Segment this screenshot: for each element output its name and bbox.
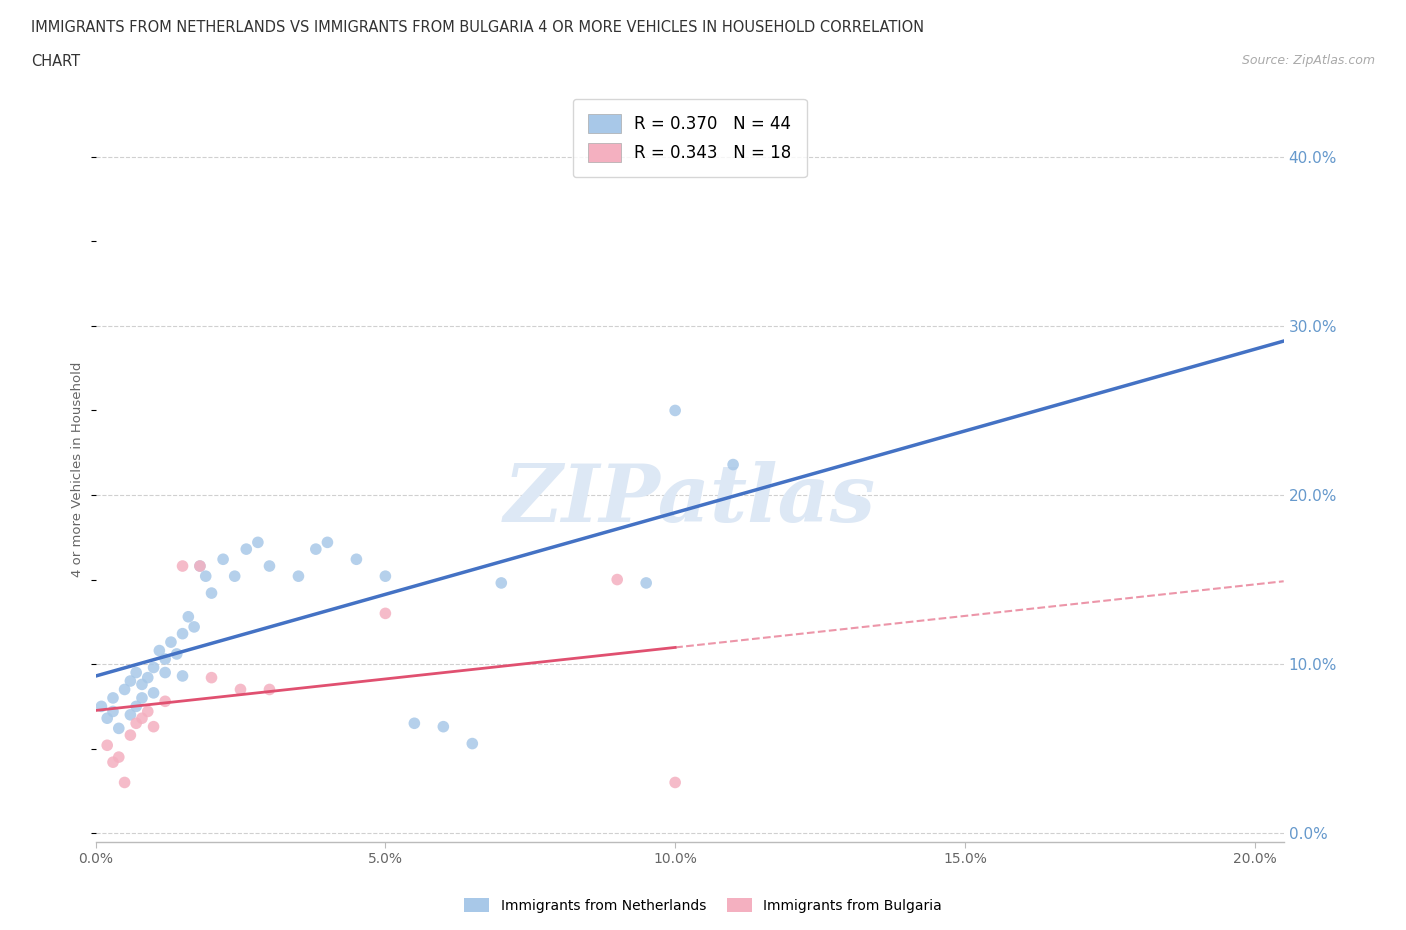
Point bbox=[664, 403, 686, 418]
Point bbox=[188, 559, 211, 574]
Point bbox=[664, 775, 686, 790]
Point bbox=[125, 699, 148, 714]
Point bbox=[107, 721, 129, 736]
Point bbox=[235, 541, 257, 556]
Point bbox=[153, 665, 176, 680]
Point bbox=[101, 704, 124, 719]
Point bbox=[153, 652, 176, 667]
Point bbox=[636, 576, 658, 591]
Point bbox=[374, 606, 396, 621]
Point bbox=[194, 569, 217, 584]
Point bbox=[101, 755, 124, 770]
Point bbox=[125, 665, 148, 680]
Point bbox=[183, 619, 205, 634]
Point bbox=[90, 699, 112, 714]
Point bbox=[136, 704, 159, 719]
Point bbox=[461, 737, 484, 751]
Point bbox=[316, 535, 339, 550]
Point bbox=[136, 671, 159, 685]
Y-axis label: 4 or more Vehicles in Household: 4 or more Vehicles in Household bbox=[70, 362, 84, 578]
Point bbox=[153, 694, 176, 709]
Point bbox=[142, 685, 165, 700]
Point bbox=[172, 626, 194, 641]
Point bbox=[259, 559, 281, 574]
Legend: R = 0.370   N = 44, R = 0.343   N = 18: R = 0.370 N = 44, R = 0.343 N = 18 bbox=[572, 99, 807, 177]
Point bbox=[177, 609, 200, 624]
Point bbox=[120, 708, 142, 723]
Point bbox=[107, 750, 129, 764]
Text: CHART: CHART bbox=[31, 54, 80, 69]
Point bbox=[131, 677, 153, 692]
Point bbox=[166, 646, 188, 661]
Point bbox=[212, 551, 235, 566]
Point bbox=[120, 673, 142, 688]
Point bbox=[101, 690, 124, 705]
Point bbox=[200, 671, 222, 685]
Point bbox=[287, 569, 309, 584]
Text: ZIPatlas: ZIPatlas bbox=[503, 460, 876, 538]
Legend: Immigrants from Netherlands, Immigrants from Bulgaria: Immigrants from Netherlands, Immigrants … bbox=[458, 893, 948, 919]
Point bbox=[131, 711, 153, 725]
Point bbox=[120, 727, 142, 742]
Point bbox=[172, 559, 194, 574]
Point bbox=[721, 458, 744, 472]
Point bbox=[160, 634, 183, 649]
Point bbox=[200, 586, 222, 601]
Point bbox=[172, 669, 194, 684]
Point bbox=[344, 551, 367, 566]
Text: IMMIGRANTS FROM NETHERLANDS VS IMMIGRANTS FROM BULGARIA 4 OR MORE VEHICLES IN HO: IMMIGRANTS FROM NETHERLANDS VS IMMIGRANT… bbox=[31, 20, 924, 35]
Point bbox=[246, 535, 269, 550]
Point bbox=[404, 716, 426, 731]
Point bbox=[606, 572, 628, 587]
Point bbox=[96, 711, 118, 725]
Point bbox=[96, 737, 118, 752]
Point bbox=[259, 682, 281, 697]
Point bbox=[142, 660, 165, 675]
Text: Source: ZipAtlas.com: Source: ZipAtlas.com bbox=[1241, 54, 1375, 67]
Point bbox=[305, 541, 328, 556]
Point bbox=[148, 644, 170, 658]
Point bbox=[114, 775, 136, 790]
Point bbox=[125, 716, 148, 731]
Point bbox=[224, 569, 246, 584]
Point bbox=[131, 690, 153, 705]
Point bbox=[114, 682, 136, 697]
Point bbox=[229, 682, 252, 697]
Point bbox=[374, 569, 396, 584]
Point bbox=[432, 719, 454, 734]
Point bbox=[142, 719, 165, 734]
Point bbox=[491, 576, 513, 591]
Point bbox=[188, 559, 211, 574]
